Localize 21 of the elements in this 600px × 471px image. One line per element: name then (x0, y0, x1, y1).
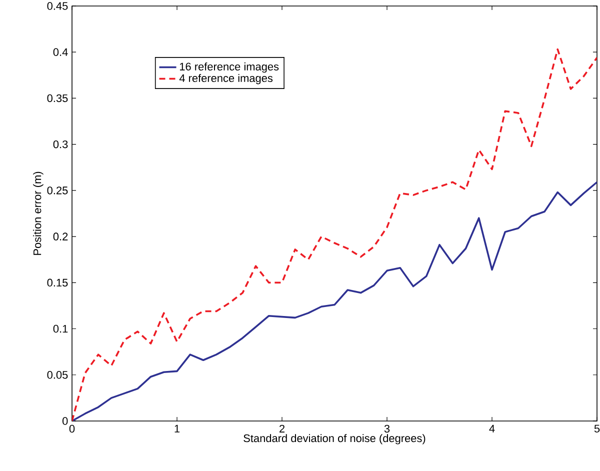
y-tick-label: 0.1 (53, 324, 68, 333)
y-tick-label: 0.3 (53, 140, 68, 148)
y-tick-label: 0.05 (47, 371, 68, 379)
x-tick-label: 5 (594, 424, 600, 432)
y-axis-title: Position error (m) (33, 172, 44, 255)
y-tick-label: 0 (62, 417, 68, 425)
y-tick-label: 0.15 (47, 278, 68, 287)
legend-label: 16 reference images (180, 62, 279, 73)
x-axis-title: Standard deviation of noise (degrees) (244, 434, 426, 444)
legend-label: 4 reference images (179, 74, 273, 84)
y-tick-label: 0.4 (53, 48, 68, 56)
y-tick-label: 0.2 (53, 232, 68, 240)
x-tick-label: 2 (280, 424, 285, 432)
y-tick-label: 0.35 (47, 94, 68, 102)
line-series (72, 48, 597, 421)
x-tick-label: 4 (489, 424, 495, 432)
y-tick-label: 0.45 (47, 2, 68, 10)
y-tick-label: 0.25 (47, 186, 68, 194)
x-tick-label: 3 (384, 424, 390, 433)
x-tick-label: 0 (69, 424, 75, 433)
x-tick-label: 1 (174, 424, 180, 432)
